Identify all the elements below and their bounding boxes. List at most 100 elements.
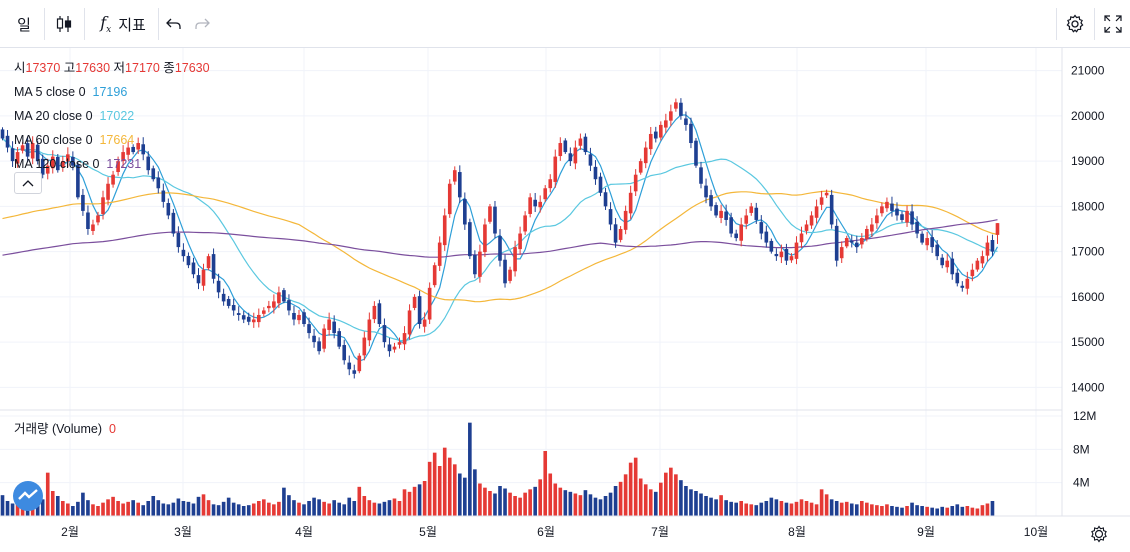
legend-collapse-button[interactable] [14,172,42,194]
ma60-legend[interactable]: MA 60 close 0 17664 [14,128,210,152]
candle-body [45,165,50,174]
volume-bar [116,501,120,516]
undo-button[interactable] [162,8,186,40]
candle-body [679,102,683,116]
volume-bar [91,504,95,516]
volume-bar [181,501,186,516]
candle-body [613,224,618,243]
redo-icon [195,18,210,29]
time-axis[interactable]: 2월 3월 4월 5월 6월 7월 8월 9월 10월 [61,525,1048,539]
close-value: 17630 [174,61,210,75]
candle-body [880,206,884,214]
candle-body [347,362,352,370]
candle-body [920,233,924,243]
redo-button[interactable] [190,8,214,40]
candle-body [15,152,20,164]
volume-bar [714,499,718,516]
volume-bar [45,472,50,516]
candle-body [161,190,166,202]
candle-body [860,238,864,245]
fullscreen-button[interactable] [1098,8,1128,40]
candle-body [121,152,125,162]
candle-body [61,161,65,168]
time-tick-label: 8월 [788,525,806,539]
candle-body [839,247,844,259]
volume-bar [277,501,281,516]
volume-bar [719,495,723,516]
volume-bar [382,501,387,516]
candle-body [538,201,543,208]
ma120-legend[interactable]: MA 120 close 0 17231 [14,152,210,176]
candle-body [603,192,608,207]
candle-body [468,222,472,257]
volume-bar [211,504,216,516]
ma-name: MA 120 close 0 [14,157,100,171]
volume-bar [251,503,256,516]
candle-body [729,217,733,234]
volume-bar [201,494,206,516]
volume-bar [427,461,432,516]
volume-legend: 거래량 (Volume) 0 [14,418,116,437]
candle-body [794,242,799,259]
candle-body [925,238,929,246]
time-tick-label: 4월 [295,525,313,539]
candle-body [965,278,970,289]
volume-bar [126,501,130,516]
open-label: 시 [14,61,26,75]
candle-body [754,207,759,220]
volume-bar [287,495,291,516]
volume-axis[interactable]: 4M 8M 12M [1073,409,1096,490]
candle-body [764,231,769,243]
time-axis-settings-icon[interactable] [1091,525,1107,543]
volume-bar [709,497,713,516]
ma5-legend[interactable]: MA 5 close 0 17196 [14,80,210,104]
volume-bar [493,493,497,516]
candle-body [282,290,286,302]
volume-bar [684,486,688,516]
candle-body [819,197,824,205]
interval-button[interactable]: 일 [8,8,40,40]
volume-bar [322,501,326,516]
candle-body [488,206,492,222]
volume-bar [392,498,397,516]
candle-body [312,335,316,343]
candle-body [277,292,281,304]
volume-bar [332,500,336,516]
candle-body [789,256,794,261]
candle-body [392,346,397,350]
chart-type-button[interactable] [48,8,80,40]
candle-body [332,321,336,334]
volume-bar [970,507,975,516]
volume-bar [40,499,45,516]
chart-area[interactable]: 14000 15000 16000 17000 18000 19000 20000 21000… [0,48,1130,552]
candle-body [779,251,784,258]
ma20-legend[interactable]: MA 20 close 0 17022 [14,104,210,128]
ohlc-legend: 시17370 고17630 저17170 종17630 [14,56,210,80]
indicators-button[interactable]: fx 지표 [90,8,156,40]
volume-bar [860,501,864,516]
volume-grid [0,415,1062,484]
candle-body [674,102,678,109]
volume-bar [669,467,673,516]
candle-body [241,315,246,320]
volume-bar [664,472,668,516]
volume-bar [478,483,482,516]
volume-bar [804,501,809,516]
volume-bar [452,464,457,516]
candle-body [146,156,151,171]
price-axis[interactable]: 14000 15000 16000 17000 18000 19000 20000 21000 [1071,64,1105,395]
volume-bar [548,473,553,516]
settings-button[interactable] [1060,8,1090,40]
candle-body [251,319,256,323]
fullscreen-icon [1104,15,1122,33]
volume-bar [875,505,879,516]
volume-tick-label: 4M [1073,476,1090,490]
volume-bar [985,503,990,516]
candle-body [749,206,754,213]
volume-bar [96,506,100,516]
candle-body [895,208,899,216]
candle-body [734,233,738,239]
candle-body [553,156,558,182]
volume-bar [226,497,231,516]
price-tick-label: 20000 [1071,109,1105,123]
